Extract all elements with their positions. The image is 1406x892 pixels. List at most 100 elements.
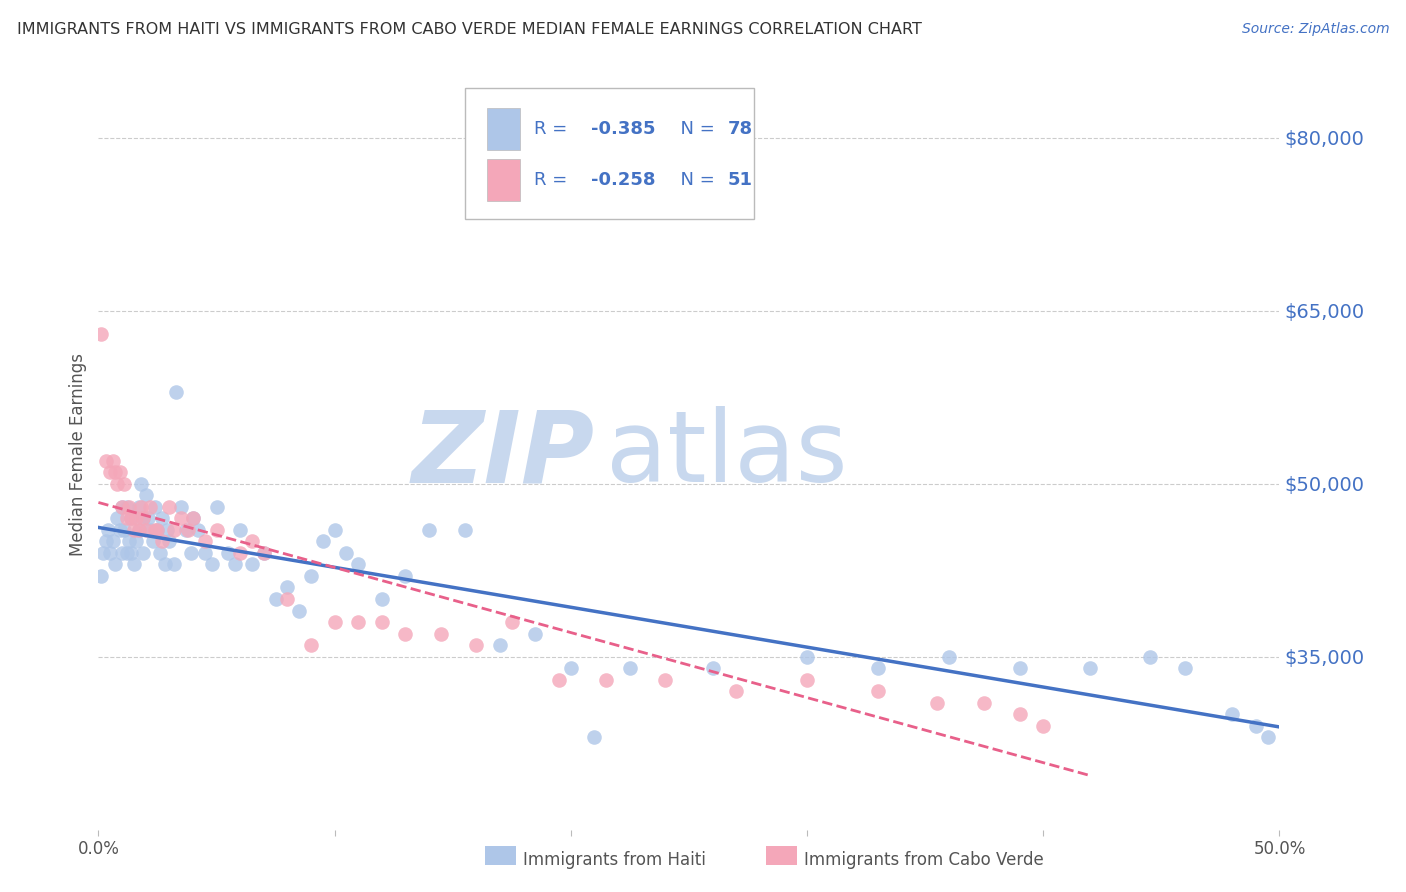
Point [111,546,134,560]
Point [135,523,157,537]
Point [205,523,228,537]
Text: N =: N = [669,171,720,189]
Point [165,384,187,399]
Point [299,569,322,583]
Point [136,511,159,525]
Point [973,696,995,710]
Point [1174,661,1197,675]
Point [323,523,346,537]
Point [118,500,141,514]
Point [276,592,298,607]
Point [132,546,155,560]
Text: -0.258: -0.258 [591,171,655,189]
Point [146,523,169,537]
Point [157,500,180,514]
Point [115,546,138,560]
Text: 51: 51 [728,171,754,189]
Point [595,673,617,687]
Point [91,546,114,560]
Text: atlas: atlas [606,407,848,503]
Point [125,534,148,549]
Bar [486,108,520,150]
Point [1244,719,1267,733]
Point [583,731,606,745]
Point [548,673,571,687]
FancyBboxPatch shape [464,87,754,219]
Point [347,558,370,572]
Point [118,534,141,549]
Point [111,500,134,514]
Point [170,500,193,514]
Point [240,558,263,572]
Point [465,638,488,652]
Point [163,558,186,572]
Point [150,534,173,549]
Text: -0.385: -0.385 [591,120,655,138]
Point [156,523,179,537]
Point [132,511,155,525]
Point [224,558,246,572]
Point [1008,707,1031,722]
Point [129,500,152,514]
Point [132,511,155,525]
Text: N =: N = [669,120,720,138]
Point [1008,661,1031,675]
Point [217,546,239,560]
Point [560,661,582,675]
Point [149,546,172,560]
Point [122,558,145,572]
Point [430,626,453,640]
Point [112,523,135,537]
Point [104,558,127,572]
Point [115,511,138,525]
Text: Immigrants from Haiti: Immigrants from Haiti [523,851,706,869]
Point [112,476,135,491]
Point [122,523,145,537]
Point [101,453,124,467]
Point [796,673,818,687]
Point [229,523,252,537]
Point [121,546,143,560]
Text: R =: R = [534,120,574,138]
Point [201,558,224,572]
Point [394,569,416,583]
Point [111,500,134,514]
Point [253,546,276,560]
Point [489,638,512,652]
Point [146,523,169,537]
Point [143,523,166,537]
Bar [486,160,520,201]
Point [121,511,143,525]
Point [181,511,204,525]
Text: Immigrants from Cabo Verde: Immigrants from Cabo Verde [804,851,1045,869]
Point [371,592,394,607]
Point [1032,719,1054,733]
Point [1080,661,1102,675]
Text: ZIP: ZIP [412,407,595,503]
Point [501,615,523,629]
Point [299,638,322,652]
Point [925,696,948,710]
Point [187,523,209,537]
Point [229,546,252,560]
Point [264,592,287,607]
Point [205,500,228,514]
Point [153,558,176,572]
Point [253,546,276,560]
Point [725,684,748,698]
Point [240,534,263,549]
Point [125,511,148,525]
Point [94,453,117,467]
Point [394,626,416,640]
Point [1257,731,1279,745]
Point [105,476,128,491]
Point [702,661,724,675]
Point [143,500,166,514]
Point [128,523,150,537]
Point [90,326,112,341]
Point [170,511,193,525]
Point [121,511,143,525]
Point [938,649,960,664]
Point [129,476,152,491]
Point [347,615,370,629]
